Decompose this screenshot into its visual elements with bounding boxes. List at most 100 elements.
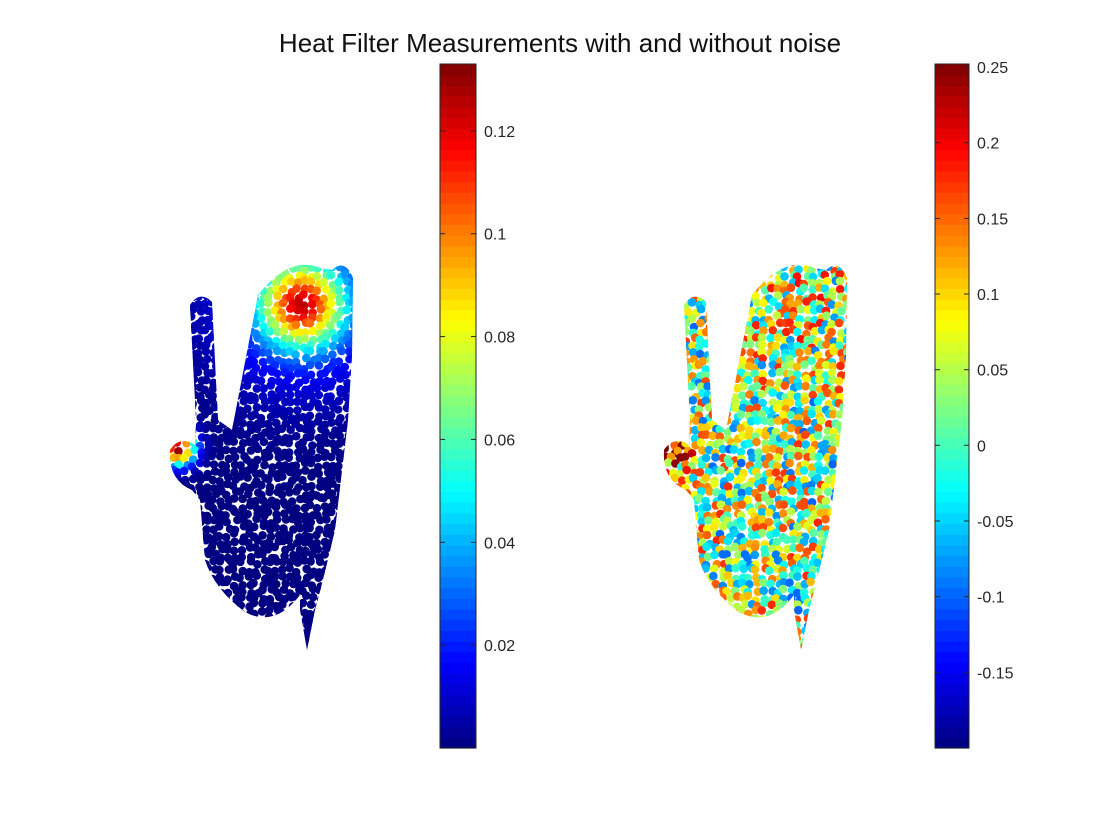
scatter-point xyxy=(703,552,713,561)
scatter-point xyxy=(174,423,183,433)
scatter-point xyxy=(743,553,752,563)
scatter-point xyxy=(837,504,847,514)
scatter-point xyxy=(808,293,817,302)
colorbar-swatch xyxy=(440,523,476,535)
scatter-point xyxy=(779,642,788,650)
scatter-point xyxy=(302,353,311,363)
scatter-point xyxy=(329,621,338,631)
scatter-point xyxy=(231,335,241,344)
scatter-point xyxy=(842,522,847,532)
scatter-point xyxy=(823,264,832,268)
scatter-point xyxy=(334,560,343,570)
colorbar-swatch xyxy=(935,641,969,653)
scatter-point xyxy=(159,426,168,435)
scatter-point xyxy=(351,264,353,273)
scatter-point xyxy=(773,284,782,294)
scatter-point xyxy=(744,637,754,647)
scatter-point xyxy=(801,440,811,449)
scatter-point xyxy=(843,472,847,481)
scatter-point xyxy=(745,390,754,399)
scatter-point xyxy=(175,398,185,408)
scatter-point xyxy=(302,591,311,600)
scatter-point xyxy=(663,383,666,393)
scatter-point xyxy=(203,271,212,281)
scatter-point xyxy=(683,647,692,650)
scatter-point xyxy=(816,587,825,597)
scatter-point xyxy=(831,543,841,553)
scatter-point xyxy=(696,644,706,650)
scatter-point xyxy=(716,466,725,475)
colorbar-swatch xyxy=(440,395,476,407)
scatter-point xyxy=(663,515,666,524)
scatter-point xyxy=(190,636,199,646)
scatter-point xyxy=(687,287,697,296)
scatter-point xyxy=(284,374,294,384)
colorbar-swatch xyxy=(440,662,476,674)
scatter-point xyxy=(842,300,847,310)
scatter-point xyxy=(321,610,330,619)
scatter-point xyxy=(186,417,196,426)
scatter-point xyxy=(287,652,296,661)
scatter-point xyxy=(702,649,712,650)
scatter-point xyxy=(191,613,200,622)
scatter-point xyxy=(835,284,845,294)
colorbar-swatch xyxy=(440,459,476,471)
scatter-point xyxy=(216,333,226,343)
scatter-point xyxy=(256,376,266,386)
scatter-point xyxy=(315,377,325,386)
scatter-point xyxy=(285,467,295,477)
scatter-point xyxy=(231,329,240,338)
scatter-point xyxy=(224,413,234,423)
scatter-point xyxy=(752,250,761,259)
scatter-point xyxy=(315,602,324,611)
scatter-point xyxy=(195,536,204,545)
scatter-point xyxy=(680,543,690,553)
scatter-point xyxy=(190,445,199,455)
scatter-point xyxy=(688,473,698,483)
scatter-point xyxy=(718,397,727,407)
scatter-point xyxy=(725,321,734,331)
scatter-point xyxy=(722,297,732,307)
scatter-point xyxy=(291,592,301,601)
scatter-point xyxy=(243,473,252,482)
scatter-point xyxy=(301,375,310,385)
scatter-point xyxy=(194,269,204,278)
scatter-point xyxy=(712,264,721,268)
scatter-point xyxy=(333,542,343,552)
scatter-point xyxy=(188,292,198,302)
scatter-point xyxy=(191,630,200,639)
scatter-point xyxy=(204,549,214,559)
scatter-point xyxy=(766,250,775,259)
scatter-point xyxy=(703,593,712,602)
scatter-point xyxy=(694,633,704,643)
scatter-point xyxy=(250,480,260,489)
scatter-point xyxy=(286,425,295,435)
scatter-point xyxy=(663,635,672,645)
scatter-point xyxy=(331,598,340,607)
scatter-point xyxy=(663,265,669,275)
colorbar-swatch xyxy=(440,534,476,546)
scatter-point xyxy=(673,335,683,345)
scatter-point xyxy=(750,396,759,405)
scatter-point xyxy=(809,255,818,264)
scatter-point xyxy=(830,480,839,490)
scatter-point xyxy=(180,552,190,562)
scatter-point xyxy=(232,649,242,650)
scatter-point xyxy=(669,371,678,381)
scatter-point xyxy=(743,628,753,638)
scatter-point xyxy=(301,466,310,475)
scatter-point xyxy=(769,297,778,307)
scatter-point xyxy=(670,606,679,616)
scatter-point xyxy=(250,410,260,419)
scatter-point xyxy=(298,444,308,454)
scatter-point xyxy=(289,579,298,589)
scatter-point xyxy=(843,442,847,451)
scatter-point xyxy=(827,445,837,455)
scatter-point xyxy=(718,326,728,336)
scatter-point xyxy=(294,627,303,637)
scatter-point xyxy=(279,613,288,623)
scatter-point xyxy=(682,595,692,604)
colorbar-swatch xyxy=(440,245,476,257)
scatter-point xyxy=(238,581,247,590)
scatter-point xyxy=(222,377,232,386)
